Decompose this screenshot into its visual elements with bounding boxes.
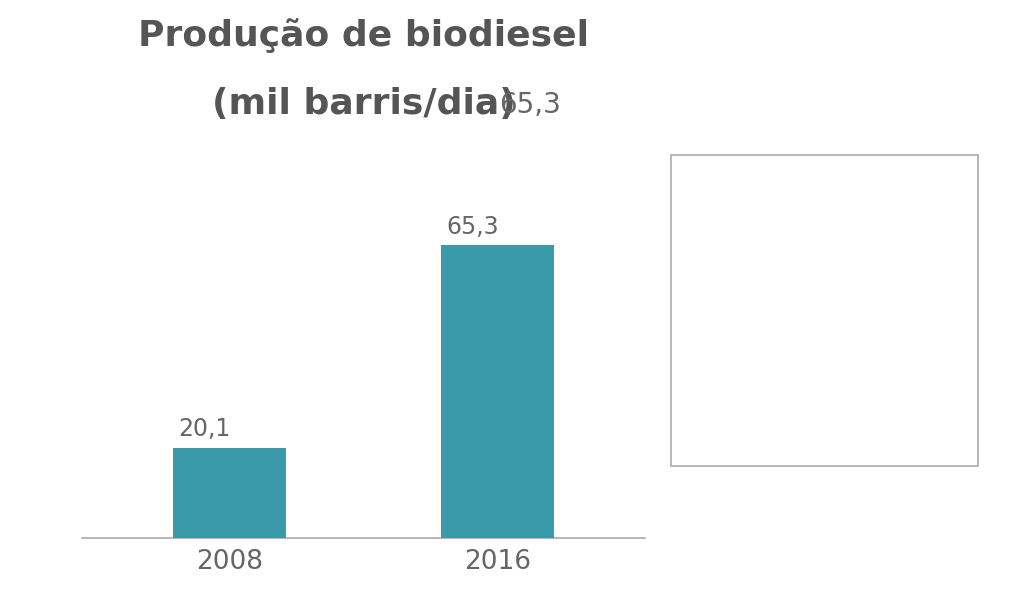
Text: anual de: anual de — [760, 232, 889, 258]
Bar — [441, 245, 554, 538]
Text: Taxa média: Taxa média — [740, 175, 908, 202]
Text: 20,1: 20,1 — [178, 417, 230, 441]
Text: (mil barris/dia): (mil barris/dia) — [212, 87, 515, 121]
Text: Produção de biodiesel: Produção de biodiesel — [138, 18, 589, 53]
Text: crescimento:: crescimento: — [728, 292, 921, 318]
Text: 65,3: 65,3 — [446, 215, 500, 239]
Text: 15,9%: 15,9% — [778, 355, 870, 381]
Text: 65,3: 65,3 — [499, 91, 560, 119]
Bar — [173, 448, 286, 538]
